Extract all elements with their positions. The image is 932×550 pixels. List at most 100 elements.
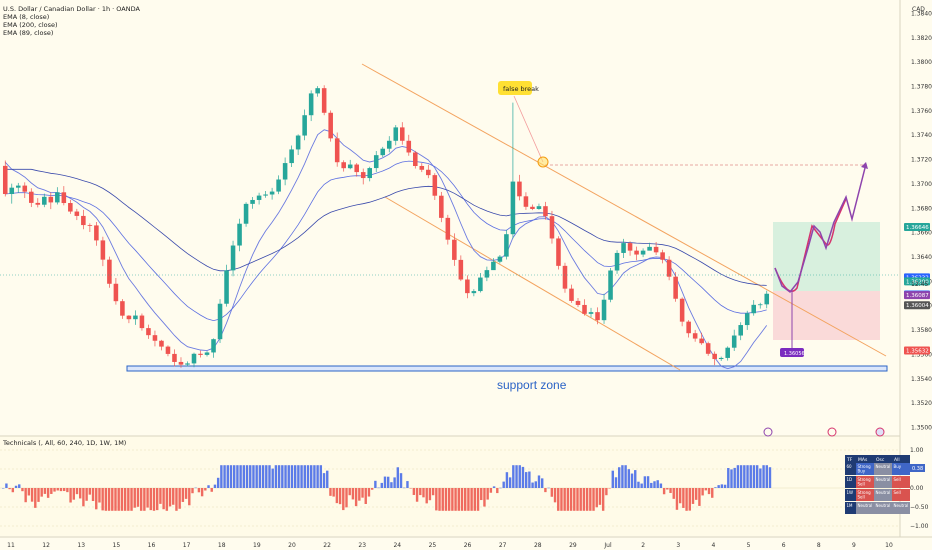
event-icon-flag-2[interactable] <box>875 427 885 437</box>
time-tick-label: 18 <box>218 542 226 549</box>
technicals-bar <box>730 469 733 488</box>
technicals-bar <box>762 465 765 488</box>
candle-body <box>74 211 80 216</box>
technicals-bar <box>223 465 226 488</box>
time-tick-label: 17 <box>183 542 191 549</box>
technicals-bar <box>24 488 27 503</box>
candle-body <box>413 152 418 166</box>
candle-body <box>491 261 496 271</box>
technicals-bar <box>127 488 130 511</box>
candle-body <box>692 333 698 339</box>
technicals-bar <box>768 467 772 488</box>
technicals-bar <box>43 488 47 494</box>
technicals-table-cell <box>856 489 874 501</box>
technicals-bar <box>582 488 586 511</box>
candle-body <box>178 361 184 365</box>
candle-body <box>87 225 93 226</box>
technicals-table-cell-text: Buy <box>858 469 866 474</box>
candle-body <box>224 270 229 304</box>
technicals-bar <box>457 488 460 511</box>
technicals-bar <box>364 488 367 505</box>
candle-body <box>165 346 171 354</box>
technicals-table-cell-text: Sell <box>858 482 865 487</box>
technicals-bar <box>374 480 377 488</box>
price-label-text: 1.36087 <box>906 293 929 299</box>
technicals-label: Technicals (, All, 60, 240, 1D, 1W, 1M) <box>2 439 126 447</box>
technicals-bar <box>313 465 316 488</box>
candle-body <box>347 164 353 169</box>
candle-body <box>699 338 704 344</box>
technicals-bar <box>236 465 239 488</box>
technicals-bar <box>101 488 104 511</box>
technicals-table-header-cell: TF <box>846 457 853 463</box>
price-label-text: 1.35632 <box>906 349 929 355</box>
technicals-bar <box>14 485 18 488</box>
channel-lower-line[interactable] <box>384 196 681 371</box>
candle-body <box>29 191 34 203</box>
technicals-bar <box>678 488 682 504</box>
technicals-bar <box>210 488 213 492</box>
technicals-axis-label: −1.00 <box>910 523 929 530</box>
candle-body <box>601 299 607 321</box>
candle-body <box>679 298 685 322</box>
technicals-bar <box>268 465 271 488</box>
technicals-bar <box>682 488 685 508</box>
time-tick-label: 8 <box>817 542 821 549</box>
candle-body <box>55 192 60 203</box>
technicals-bar <box>595 488 598 508</box>
technicals-bar <box>698 488 701 506</box>
event-icon-e[interactable] <box>763 427 773 437</box>
indicator-ema-8-label[interactable]: EMA (8, close) <box>3 13 49 21</box>
technicals-bar <box>351 488 355 500</box>
event-icon-flag-1[interactable] <box>827 427 837 437</box>
indicator-ema-200-label[interactable]: EMA (200, close) <box>3 21 58 29</box>
technicals-value-badge <box>910 464 925 472</box>
channel-upper-line[interactable] <box>361 63 887 357</box>
candle-body <box>341 162 346 169</box>
technicals-bar <box>489 488 493 493</box>
candle-body <box>146 328 151 336</box>
candle-body <box>81 215 86 226</box>
candle-body <box>439 195 444 218</box>
technicals-table-cell-text: Neutral <box>858 503 873 508</box>
technicals-bar <box>2 488 5 489</box>
candle-body <box>289 149 294 164</box>
time-axis[interactable]: 11 12 13 15 16 17 18 19 20 22 23 24 25 26 27 28 29 Jul 2 3 4… <box>7 542 893 549</box>
technicals-bar <box>168 488 172 507</box>
price-label-box <box>904 291 930 300</box>
technicals-bar <box>252 465 255 488</box>
technicals-table-cell <box>845 476 856 488</box>
indicator-ema-89-label[interactable]: EMA (89, close) <box>3 29 53 37</box>
candle-body <box>276 179 281 192</box>
technicals-bar <box>242 465 246 488</box>
candle-body <box>321 88 327 113</box>
technicals-bar <box>213 484 217 488</box>
candle-body <box>725 347 730 358</box>
time-tick-label: 10 <box>885 542 893 549</box>
technicals-table-cell <box>874 476 892 488</box>
technicals-bar <box>569 488 573 511</box>
candles <box>2 85 770 368</box>
candle-body <box>315 88 320 94</box>
technicals-bars <box>2 465 772 511</box>
candle-body <box>549 216 555 239</box>
candle-body <box>100 240 106 260</box>
technicals-bar <box>184 488 188 499</box>
technicals-bar <box>717 485 720 488</box>
technicals-bar <box>460 488 464 511</box>
candle-body <box>230 245 236 271</box>
candle-body <box>42 196 47 205</box>
technicals-bar <box>755 465 759 488</box>
candle-body <box>556 238 561 266</box>
technicals-panel-background <box>0 436 900 536</box>
technicals-bar <box>345 488 348 508</box>
candle-body <box>634 250 639 255</box>
technicals-bar <box>191 488 194 494</box>
technicals-bar <box>634 470 637 488</box>
technicals-bar <box>46 488 50 498</box>
currency-label: CAD <box>912 6 925 13</box>
technicals-bar <box>297 465 300 488</box>
false-break-marker <box>537 156 549 168</box>
technicals-bar <box>524 472 528 488</box>
technicals-bar <box>82 488 85 507</box>
